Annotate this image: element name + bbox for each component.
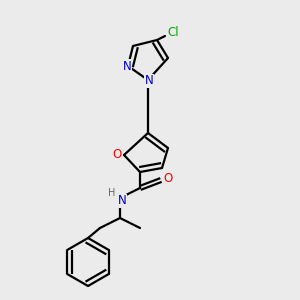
- Text: Cl: Cl: [167, 26, 179, 38]
- Text: O: O: [112, 148, 122, 161]
- Text: N: N: [145, 74, 153, 88]
- Text: N: N: [123, 59, 131, 73]
- Text: O: O: [164, 172, 172, 184]
- Text: N: N: [118, 194, 126, 208]
- Text: H: H: [108, 188, 116, 198]
